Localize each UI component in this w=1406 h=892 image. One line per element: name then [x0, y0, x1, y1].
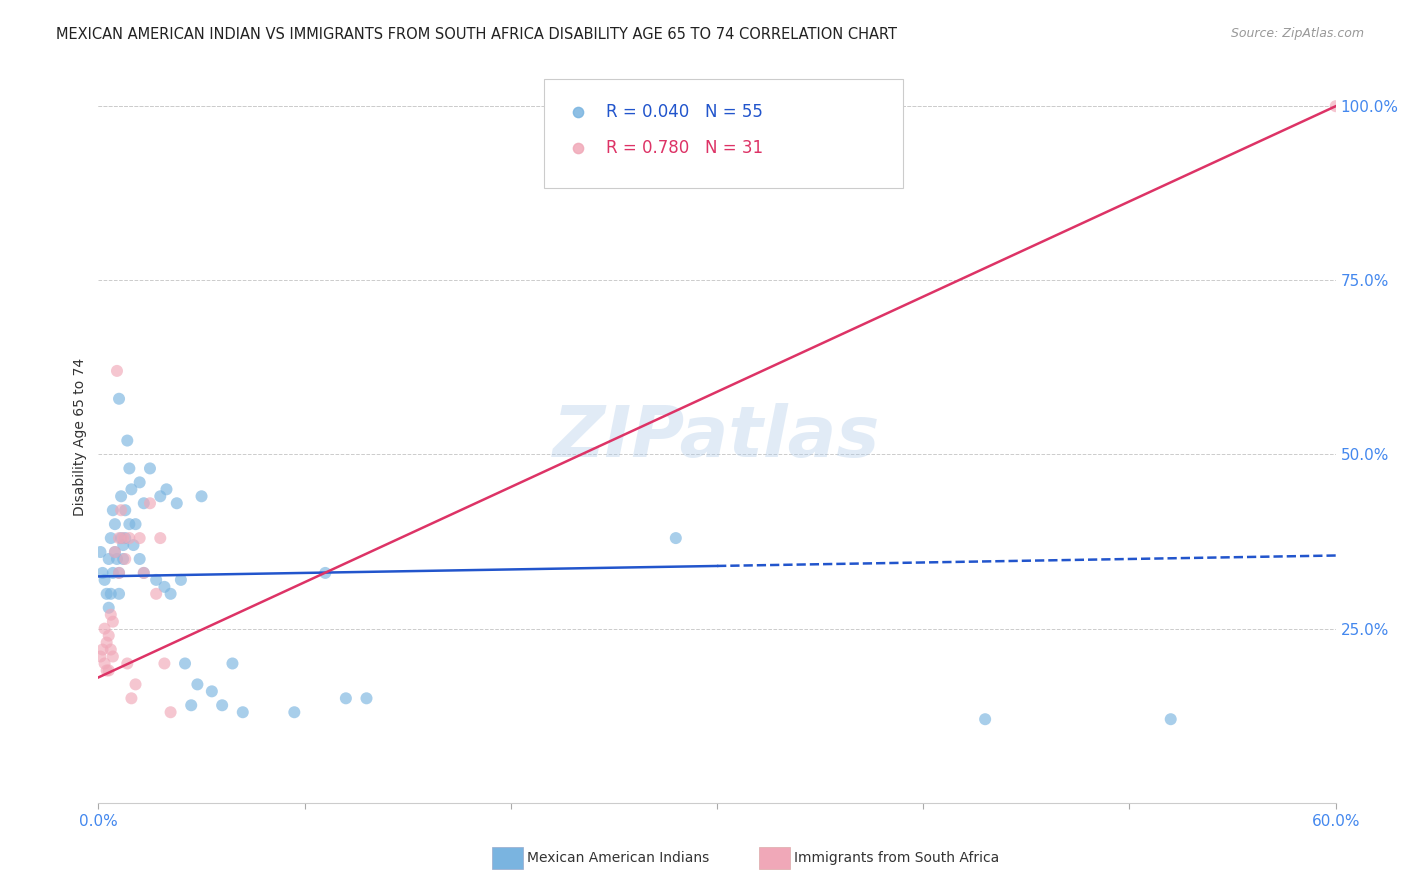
- Point: [101, 615, 124, 629]
- Point: [112, 538, 135, 552]
- Point: [118, 531, 141, 545]
- Point: [89, 649, 111, 664]
- Point: [132, 496, 155, 510]
- Point: [149, 531, 172, 545]
- Point: [101, 566, 124, 580]
- Point: [122, 538, 145, 552]
- Point: [100, 607, 122, 622]
- Point: [101, 503, 124, 517]
- Point: [105, 364, 128, 378]
- Point: [96, 587, 118, 601]
- Point: [145, 587, 167, 601]
- Point: [335, 691, 357, 706]
- Point: [108, 566, 131, 580]
- Point: [159, 705, 181, 719]
- Point: [132, 566, 155, 580]
- Text: Source: ZipAtlas.com: Source: ZipAtlas.com: [1230, 27, 1364, 40]
- Point: [124, 677, 146, 691]
- Point: [93, 622, 115, 636]
- Point: [356, 691, 378, 706]
- Point: [145, 573, 167, 587]
- Point: [887, 172, 910, 186]
- Point: [128, 475, 150, 490]
- Point: [124, 517, 146, 532]
- Point: [155, 483, 177, 497]
- Point: [153, 580, 176, 594]
- Point: [974, 712, 997, 726]
- Point: [1324, 99, 1347, 113]
- Text: Immigrants from South Africa: Immigrants from South Africa: [794, 851, 1000, 865]
- Point: [201, 684, 224, 698]
- Point: [93, 573, 115, 587]
- Point: [139, 496, 162, 510]
- Point: [100, 642, 122, 657]
- Point: [180, 698, 202, 713]
- Point: [132, 566, 155, 580]
- Point: [211, 698, 233, 713]
- Point: [665, 531, 688, 545]
- Point: [104, 517, 127, 532]
- Point: [128, 552, 150, 566]
- Point: [91, 642, 114, 657]
- Point: [100, 531, 122, 545]
- Text: R = 0.040   N = 55: R = 0.040 N = 55: [606, 103, 762, 120]
- Point: [114, 503, 136, 517]
- Point: [174, 657, 197, 671]
- Point: [114, 552, 136, 566]
- Point: [149, 489, 172, 503]
- Point: [887, 137, 910, 152]
- Point: [118, 461, 141, 475]
- Point: [221, 657, 243, 671]
- Text: R = 0.780   N = 31: R = 0.780 N = 31: [606, 139, 763, 157]
- Point: [96, 635, 118, 649]
- Point: [110, 489, 132, 503]
- Point: [112, 552, 135, 566]
- Point: [283, 705, 305, 719]
- Point: [110, 503, 132, 517]
- Point: [105, 552, 128, 566]
- Point: [120, 691, 142, 706]
- Point: [96, 664, 118, 678]
- Text: Mexican American Indians: Mexican American Indians: [527, 851, 710, 865]
- Point: [97, 552, 120, 566]
- Point: [190, 489, 212, 503]
- Point: [97, 600, 120, 615]
- Point: [139, 461, 162, 475]
- Point: [120, 483, 142, 497]
- Point: [128, 531, 150, 545]
- Point: [93, 657, 115, 671]
- Point: [104, 545, 127, 559]
- Point: [89, 545, 111, 559]
- Text: MEXICAN AMERICAN INDIAN VS IMMIGRANTS FROM SOUTH AFRICA DISABILITY AGE 65 TO 74 : MEXICAN AMERICAN INDIAN VS IMMIGRANTS FR…: [56, 27, 897, 42]
- Point: [117, 434, 139, 448]
- Point: [114, 531, 136, 545]
- Point: [101, 649, 124, 664]
- Point: [108, 566, 131, 580]
- Point: [108, 587, 131, 601]
- Point: [97, 629, 120, 643]
- Point: [166, 496, 188, 510]
- Point: [153, 657, 176, 671]
- Point: [1160, 712, 1182, 726]
- Point: [108, 392, 131, 406]
- Point: [91, 566, 114, 580]
- Point: [170, 573, 193, 587]
- Point: [104, 545, 127, 559]
- Point: [97, 664, 120, 678]
- Point: [232, 705, 254, 719]
- Point: [186, 677, 208, 691]
- Y-axis label: Disability Age 65 to 74: Disability Age 65 to 74: [73, 358, 87, 516]
- Point: [112, 531, 135, 545]
- FancyBboxPatch shape: [544, 78, 903, 188]
- Point: [314, 566, 336, 580]
- Text: ZIPatlas: ZIPatlas: [554, 402, 880, 472]
- Point: [108, 531, 131, 545]
- Point: [117, 657, 139, 671]
- Point: [118, 517, 141, 532]
- Point: [100, 587, 122, 601]
- Point: [159, 587, 181, 601]
- Point: [110, 531, 132, 545]
